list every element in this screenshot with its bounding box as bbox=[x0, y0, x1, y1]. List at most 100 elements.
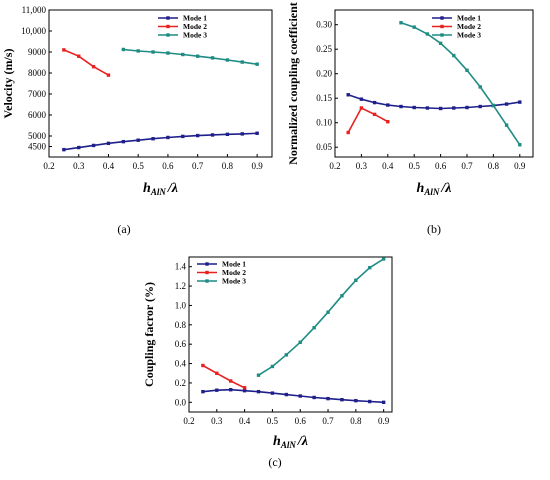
legend-label: Mode 3 bbox=[183, 31, 207, 40]
data-point bbox=[91, 65, 96, 69]
x-tick-label: 0.7 bbox=[461, 161, 473, 171]
x-tick-label: 0.8 bbox=[488, 161, 500, 171]
data-point bbox=[478, 104, 482, 109]
x-tick-label: 0.4 bbox=[103, 161, 115, 171]
data-point bbox=[77, 54, 81, 58]
data-point bbox=[478, 85, 482, 89]
y-tick-label: 6000 bbox=[28, 110, 47, 120]
y-tick-label: 8000 bbox=[28, 68, 47, 78]
x-axis-label: hAlN/λ bbox=[143, 181, 178, 197]
data-point bbox=[354, 278, 358, 282]
data-point bbox=[504, 102, 509, 106]
data-point bbox=[242, 386, 247, 390]
x-tick-label: 0.4 bbox=[382, 161, 394, 171]
data-point bbox=[240, 60, 244, 64]
y-tick-label: 0.6 bbox=[175, 339, 187, 349]
data-point bbox=[201, 363, 205, 368]
x-tick-label: 0.8 bbox=[222, 161, 234, 171]
y-tick-label: 1.4 bbox=[175, 262, 187, 272]
data-point bbox=[452, 53, 456, 58]
y-tick-label: 10,000 bbox=[21, 26, 46, 36]
data-point bbox=[368, 265, 372, 270]
y-tick-label: 11,000 bbox=[22, 5, 47, 15]
legend-label: Mode 2 bbox=[457, 22, 481, 31]
data-point bbox=[298, 340, 302, 344]
data-point bbox=[518, 143, 522, 147]
x-tick-label: 0.3 bbox=[356, 161, 368, 171]
data-point bbox=[491, 103, 496, 108]
data-point bbox=[229, 379, 233, 383]
y-tick-label: 0.25 bbox=[316, 44, 332, 54]
x-tick-label: 0.7 bbox=[322, 416, 334, 426]
data-point bbox=[386, 103, 390, 107]
data-point bbox=[284, 392, 289, 397]
y-tick-label: 0.0 bbox=[175, 397, 187, 407]
data-point bbox=[121, 139, 126, 144]
data-point bbox=[368, 399, 372, 404]
legend-marker bbox=[440, 33, 444, 37]
data-point bbox=[284, 353, 289, 357]
panel-caption: (c) bbox=[268, 455, 281, 469]
data-point bbox=[215, 371, 219, 375]
data-point bbox=[62, 147, 66, 152]
data-point bbox=[201, 389, 205, 394]
data-point bbox=[121, 47, 126, 52]
y-tick-label: 0.10 bbox=[316, 118, 332, 128]
data-point bbox=[256, 373, 261, 377]
y-tick-label: 1.0 bbox=[175, 300, 187, 310]
data-point bbox=[425, 32, 430, 36]
legend-label: Mode 3 bbox=[222, 277, 246, 286]
y-axis-label: Velocity (m/s) bbox=[1, 49, 15, 119]
x-tick-label: 0.2 bbox=[329, 161, 340, 171]
plot-frame bbox=[48, 9, 273, 158]
data-point bbox=[518, 100, 522, 104]
data-point bbox=[312, 326, 316, 330]
data-point bbox=[298, 394, 302, 398]
data-point bbox=[210, 56, 215, 60]
series-line-mode-1 bbox=[347, 94, 520, 110]
y-axis-label: Coupling facror (%) bbox=[142, 282, 156, 387]
legend-marker bbox=[166, 33, 170, 37]
panel-caption: (a) bbox=[117, 222, 130, 236]
legend-marker bbox=[205, 270, 209, 275]
x-tick-label: 0.8 bbox=[350, 416, 362, 426]
data-point bbox=[270, 364, 275, 369]
x-axis-label: hAlN/λ bbox=[273, 434, 308, 450]
legend-marker bbox=[440, 24, 444, 29]
series-line-mode-1 bbox=[63, 132, 258, 151]
data-point bbox=[326, 310, 330, 314]
data-point bbox=[504, 123, 509, 127]
y-tick-label: 0.20 bbox=[316, 69, 332, 79]
series-line-mode-2 bbox=[202, 364, 245, 389]
y-tick-label: 4500 bbox=[28, 142, 47, 152]
data-point bbox=[372, 100, 377, 105]
data-point bbox=[372, 112, 377, 117]
data-point bbox=[77, 145, 81, 150]
data-point bbox=[340, 397, 344, 402]
legend-label: Mode 1 bbox=[183, 14, 207, 23]
data-point bbox=[386, 120, 390, 124]
data-point bbox=[195, 54, 200, 58]
legend-label: Mode 3 bbox=[457, 31, 481, 40]
y-tick-label: 0.4 bbox=[175, 359, 187, 369]
data-point bbox=[181, 52, 185, 57]
data-point bbox=[399, 104, 403, 109]
y-tick-label: 9000 bbox=[28, 47, 47, 57]
data-point bbox=[62, 48, 66, 52]
data-point bbox=[381, 257, 386, 261]
plot-frame bbox=[334, 9, 534, 158]
x-tick-label: 0.5 bbox=[133, 161, 145, 171]
panel-caption: (b) bbox=[427, 222, 441, 236]
y-tick-label: 0.2 bbox=[175, 378, 186, 388]
data-point bbox=[399, 21, 403, 25]
y-axis-label: Normalized coupling coefficient bbox=[286, 2, 300, 165]
data-point bbox=[166, 51, 170, 55]
data-point bbox=[91, 143, 96, 148]
x-tick-label: 0.9 bbox=[514, 161, 526, 171]
legend-marker bbox=[166, 24, 170, 29]
y-tick-label: 1.2 bbox=[175, 281, 186, 291]
data-point bbox=[136, 138, 140, 142]
x-tick-label: 0.7 bbox=[192, 161, 204, 171]
